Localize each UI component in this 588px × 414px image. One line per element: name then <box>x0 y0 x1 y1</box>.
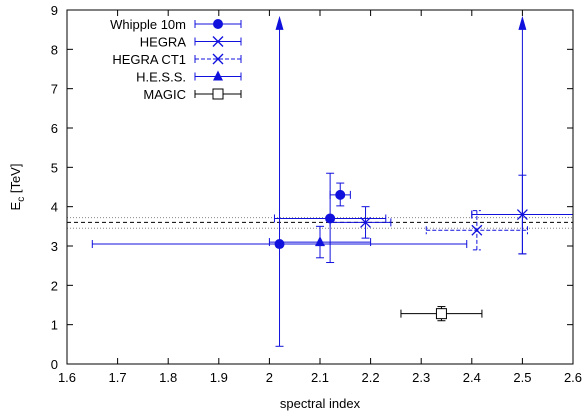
legend-marker <box>212 53 224 65</box>
x-tick-label: 1.8 <box>159 370 177 385</box>
x-tick-label: 2.2 <box>362 370 380 385</box>
x-tick-label: 2.6 <box>564 370 582 385</box>
y-tick-label: 9 <box>51 3 58 18</box>
marker-stroke <box>212 53 224 65</box>
series-hegra <box>329 174 574 255</box>
wide-point-arrow <box>275 15 284 30</box>
point-marker <box>471 224 483 236</box>
legend: Whipple 10m HEGRA HEGRA CT1 H.E.S.S. MAGIC <box>110 17 242 102</box>
x-axis: 1.6 1.7 1.8 1.9 2 2.1 2.2 2.3 2.4 2.5 2.6 <box>58 10 582 385</box>
point-marker <box>335 189 346 200</box>
series-whipple-10m <box>273 172 387 264</box>
y-axis-label-main: E <box>8 201 23 210</box>
y-tick-label: 5 <box>51 160 58 175</box>
data-point <box>471 174 574 255</box>
x-tick-label: 1.7 <box>109 370 127 385</box>
data-point <box>268 225 372 259</box>
point-marker <box>274 239 285 250</box>
y-axis-label-sub: c <box>16 197 27 202</box>
y-axis-label-unit: [TeV] <box>8 164 23 197</box>
data-point <box>329 206 392 239</box>
legend-item: HEGRA <box>140 35 242 50</box>
wide-point-arrow <box>518 15 527 30</box>
y-tick-label: 8 <box>51 42 58 57</box>
legend-label: HEGRA <box>140 35 187 50</box>
y-tick-label: 1 <box>51 318 58 333</box>
x-axis-label: spectral index <box>280 396 361 411</box>
y-tick-label: 2 <box>51 278 58 293</box>
marker-stroke <box>516 209 528 220</box>
marker-stroke <box>471 224 483 236</box>
x-tick-label: 2.4 <box>463 370 481 385</box>
legend-label: Whipple 10m <box>110 17 186 32</box>
legend-marker <box>212 88 224 100</box>
data-series <box>91 15 574 347</box>
legend-marker <box>213 19 223 29</box>
marker-stroke <box>212 36 224 47</box>
legend-label: MAGIC <box>143 87 186 102</box>
legend-item: H.E.S.S. <box>136 70 242 85</box>
x-tick-label: 2.5 <box>513 370 531 385</box>
y-tick-label: 3 <box>51 239 58 254</box>
legend-item: HEGRA CT1 <box>112 52 242 67</box>
x-tick-label: 1.6 <box>58 370 76 385</box>
data-point <box>273 172 387 264</box>
data-point <box>274 239 285 250</box>
series-hegra-ct1 <box>425 210 528 251</box>
point-marker <box>360 216 371 228</box>
x-tick-label: 2.3 <box>412 370 430 385</box>
y-axis: 0 1 2 3 4 5 6 7 8 9 <box>51 3 573 372</box>
legend-label: H.E.S.S. <box>136 70 186 85</box>
y-tick-label: 4 <box>51 200 58 215</box>
series-magic <box>400 306 483 322</box>
x-tick-label: 2.1 <box>311 370 329 385</box>
legend-item: Whipple 10m <box>110 17 242 32</box>
legend-marker <box>213 70 223 81</box>
legend-item: MAGIC <box>143 87 242 102</box>
x-tick-label: 2 <box>266 370 273 385</box>
marker-stroke <box>360 216 371 228</box>
data-point <box>425 210 528 251</box>
legend-marker <box>212 36 224 47</box>
point-marker <box>315 236 325 247</box>
point-marker <box>516 209 528 220</box>
legend-label: HEGRA CT1 <box>112 52 186 67</box>
data-point <box>400 306 483 322</box>
y-tick-label: 7 <box>51 82 58 97</box>
y-axis-label: Ec [TeV] <box>8 164 27 211</box>
y-tick-label: 0 <box>51 357 58 372</box>
point-marker <box>435 308 447 320</box>
y-tick-label: 6 <box>51 121 58 136</box>
data-point <box>329 182 351 207</box>
series-h-e-s-s- <box>268 225 372 259</box>
x-tick-label: 1.9 <box>210 370 228 385</box>
